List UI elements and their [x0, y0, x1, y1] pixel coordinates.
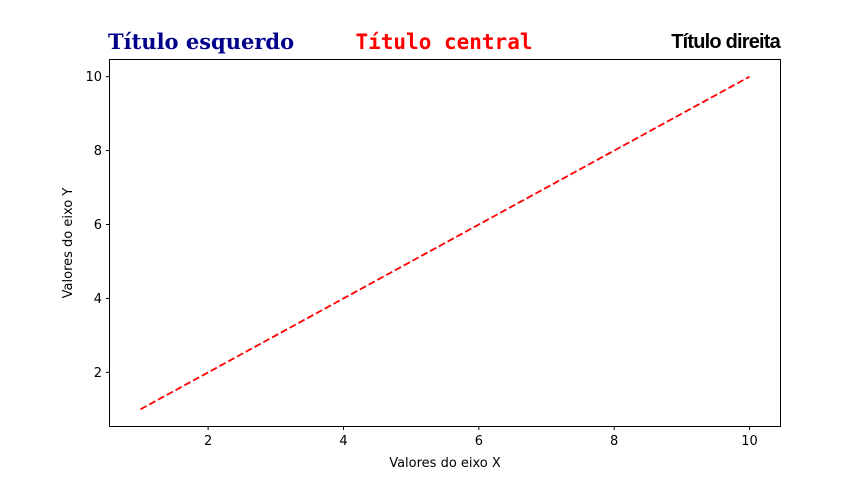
y-tick-label: 10: [85, 70, 102, 85]
x-tick-label: 2: [204, 434, 212, 449]
series-line-0: [140, 75, 750, 411]
y-tick-label: 6: [94, 218, 102, 233]
y-tick-label: 8: [94, 144, 102, 159]
x-tick-label: 6: [475, 434, 483, 449]
y-tick-label: 2: [94, 366, 102, 381]
plot-area: [140, 75, 750, 411]
plot-frame: [109, 59, 781, 427]
x-tick-label: 8: [610, 434, 618, 449]
chart-title-right: Título direita: [671, 31, 781, 53]
chart-title-left: Título esquerdo: [108, 29, 294, 54]
y-axis-label: Valores do eixo Y: [61, 188, 76, 299]
x-axis-ticks: 2 4 6 8 10: [204, 426, 758, 449]
chart-title-center: Título central: [355, 30, 532, 54]
y-axis-ticks: 2 4 6 8 10: [85, 70, 110, 381]
x-tick-label: 10: [741, 434, 758, 449]
y-tick-label: 4: [94, 292, 102, 307]
x-tick-label: 4: [339, 434, 347, 449]
x-axis-label: Valores do eixo X: [389, 456, 501, 471]
